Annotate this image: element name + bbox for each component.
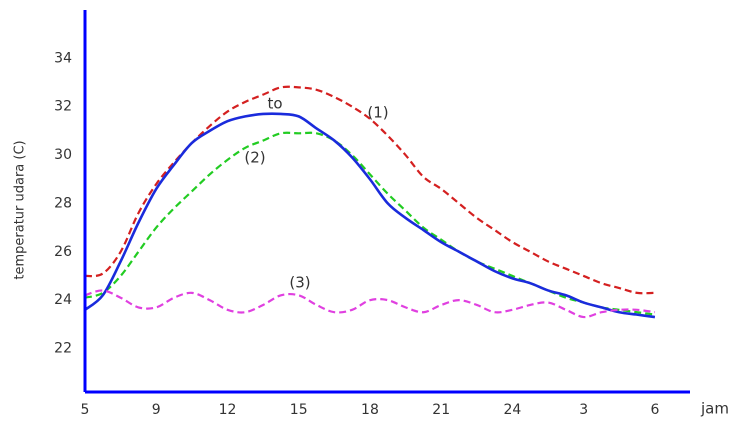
y-tick-label: 22	[54, 340, 72, 356]
x-tick-label: 15	[290, 402, 308, 418]
series-label: (2)	[244, 149, 265, 167]
y-tick-label: 30	[54, 147, 72, 163]
x-tick-label: 3	[579, 402, 588, 418]
x-tick-label: 9	[152, 402, 161, 418]
series-line	[84, 112, 656, 319]
x-axis-label: jam	[700, 400, 729, 418]
series-line	[84, 289, 656, 319]
x-tick-label: 21	[432, 402, 450, 418]
series-line	[84, 131, 656, 316]
series-label: (1)	[367, 104, 388, 122]
x-tick-label: 12	[219, 402, 237, 418]
y-axis-label: temperatur udara (C)	[13, 140, 28, 279]
x-tick-label: 6	[650, 402, 659, 418]
y-tick-label: 28	[54, 195, 72, 211]
x-tick-label: 24	[504, 402, 522, 418]
x-tick-label: 5	[81, 402, 90, 418]
x-tick-label: 18	[361, 402, 379, 418]
y-tick-label: 34	[54, 50, 72, 66]
y-tick-label: 32	[54, 99, 72, 115]
y-tick-label: 24	[54, 292, 72, 308]
series-label: (3)	[289, 274, 310, 292]
y-tick-label: 26	[54, 244, 72, 260]
series-label: to	[267, 95, 282, 113]
